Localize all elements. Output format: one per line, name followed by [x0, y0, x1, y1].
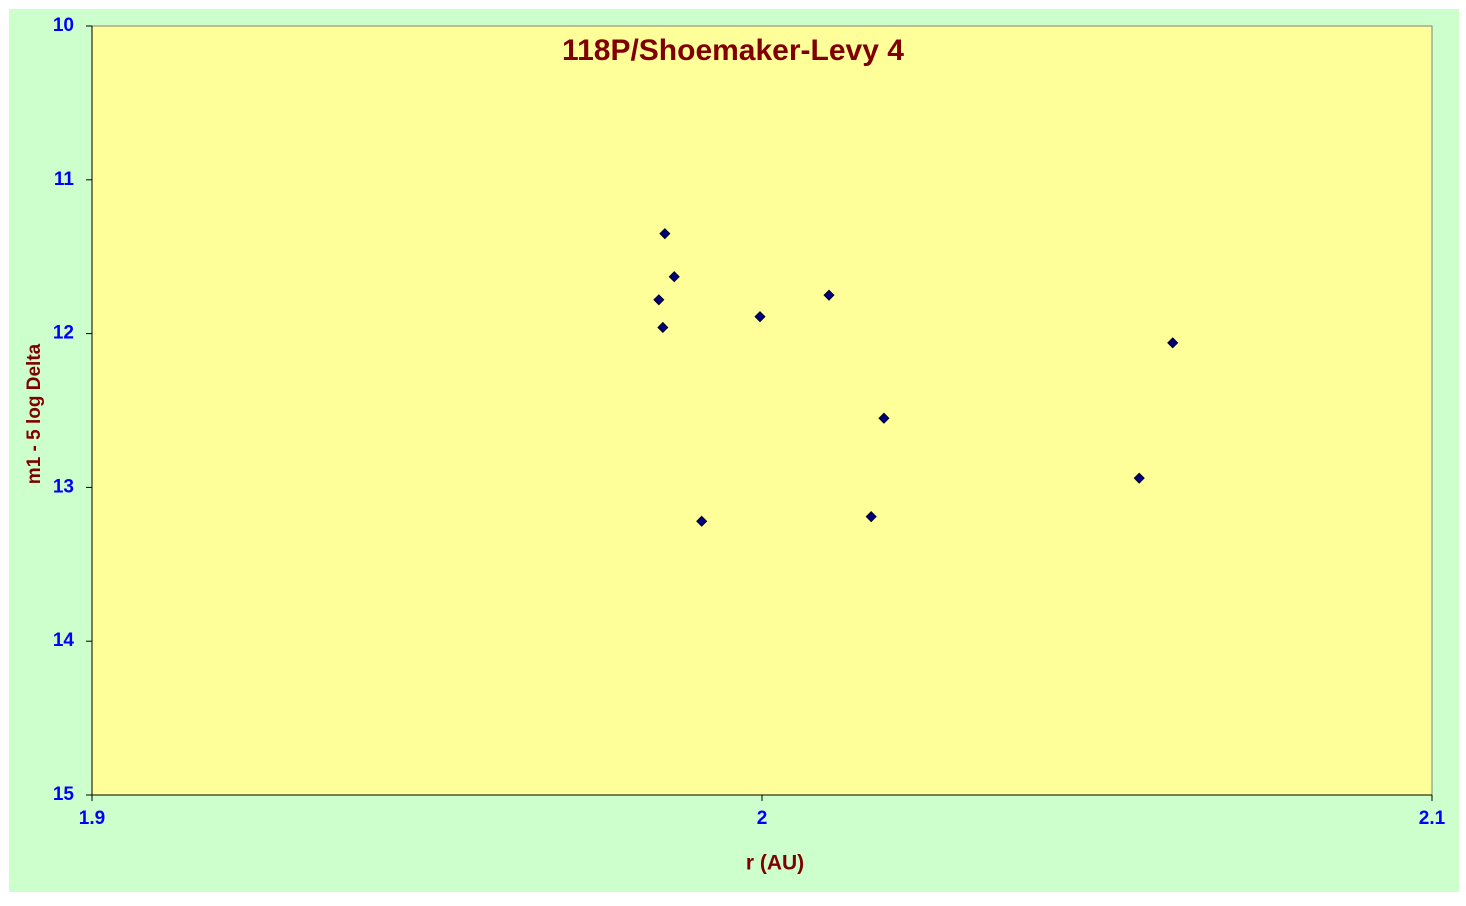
chart-title: 118P/Shoemaker-Levy 4 — [562, 34, 904, 67]
plot-area — [91, 25, 1433, 796]
data-point — [865, 511, 877, 523]
data-point — [657, 321, 669, 334]
x-axis-label: r (AU) — [746, 852, 804, 875]
data-point — [1167, 337, 1179, 349]
y-tick-label: 13 — [53, 476, 74, 497]
y-tick-label: 15 — [53, 784, 75, 805]
data-point — [659, 228, 671, 240]
x-tick-label: 2.1 — [1419, 808, 1446, 829]
y-tick-label: 14 — [53, 630, 75, 651]
y-tick-label: 12 — [53, 323, 74, 344]
data-point — [653, 294, 665, 306]
data-point — [754, 311, 766, 323]
y-tick-label: 11 — [54, 169, 75, 190]
y-axis-label: m1 - 5 log Delta — [24, 343, 45, 484]
y-tick-label: 10 — [53, 15, 74, 36]
x-tick-label: 2 — [757, 808, 768, 829]
data-point — [668, 271, 680, 283]
x-tick-label: 1.9 — [79, 808, 105, 829]
data-point — [823, 289, 835, 301]
data-point — [696, 515, 708, 527]
data-point — [878, 412, 890, 424]
data-point — [1133, 472, 1145, 484]
